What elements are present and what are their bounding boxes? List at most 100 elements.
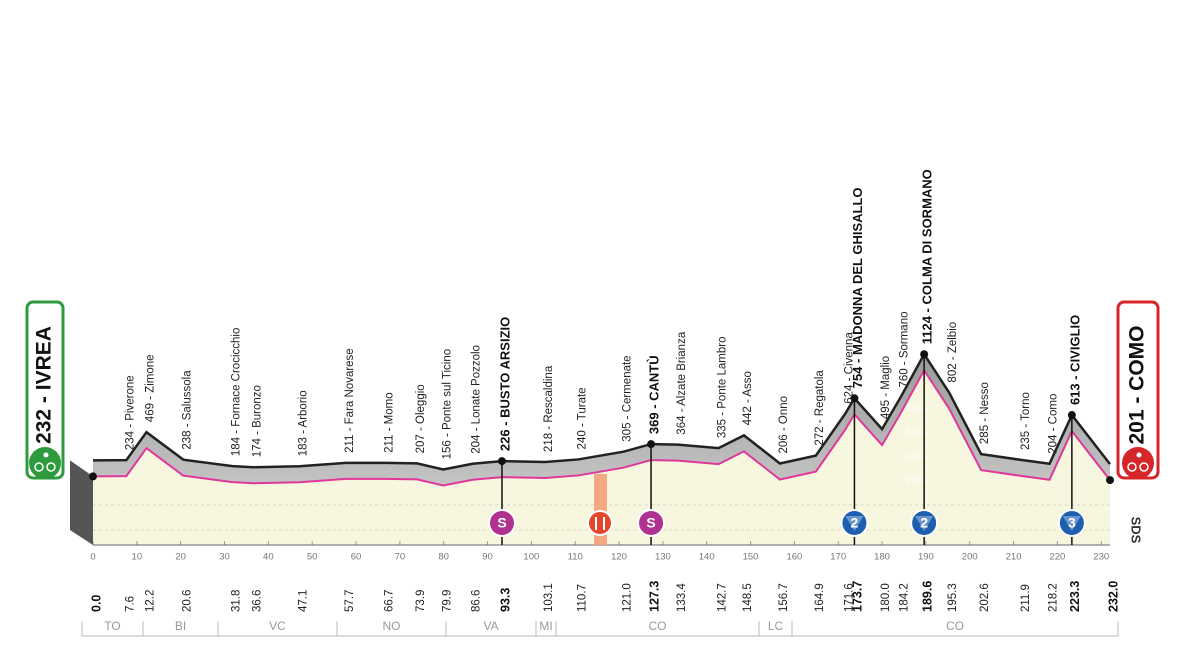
x-tick-label: 0 — [90, 552, 95, 563]
km-label: 0.0 — [89, 595, 103, 612]
place-label: 235 - Torno — [1020, 392, 1032, 450]
km-label: 218.2 — [1048, 583, 1060, 612]
profile-wall — [70, 460, 93, 545]
place-label: 754 - MADONNA DEL GHISALLO — [850, 187, 865, 388]
climb-marker — [840, 509, 869, 537]
place-label: 226 - BUSTO ARSIZIO — [497, 317, 512, 451]
km-label: 180.0 — [880, 583, 892, 612]
place-label: 442 - Asso — [742, 371, 754, 425]
finish-icon — [1122, 447, 1154, 479]
place-label: 624 - Civenna — [843, 332, 855, 404]
km-label: 121.0 — [621, 583, 633, 612]
place-label: 369 - CANTÙ — [646, 355, 661, 434]
km-label: 189.6 — [920, 581, 934, 612]
km-label: 133.4 — [676, 583, 688, 612]
x-tick-label: 100 — [523, 552, 539, 563]
region-label: CO — [946, 619, 964, 633]
place-label: 364 - Alzate Brianza — [676, 331, 688, 435]
finish-label: 201 - COMO — [1126, 325, 1149, 444]
x-tick-label: 210 — [1006, 552, 1022, 563]
finish-dot — [1106, 476, 1114, 485]
y-tick-label: 200 — [906, 475, 922, 486]
km-label: 57.7 — [344, 590, 356, 612]
bike-wheel — [34, 462, 44, 472]
x-tick-label: 190 — [918, 552, 934, 563]
x-tick-label: 70 — [395, 552, 406, 563]
place-label: 211 - Momo — [383, 392, 395, 453]
place-label: 206 - Onno — [778, 396, 790, 454]
marker-label: 2 — [920, 515, 928, 531]
place-label: 204 - Como — [1048, 394, 1060, 454]
rider-head — [1136, 452, 1142, 458]
x-tick-label: 180 — [874, 552, 890, 563]
km-label: 36.6 — [251, 590, 263, 612]
marker-label: 3 — [1068, 515, 1076, 531]
km-label: 173.7 — [851, 581, 865, 612]
x-tick-label: 220 — [1049, 552, 1065, 563]
km-label: 211.9 — [1020, 584, 1032, 612]
km-label: 171.6 — [843, 583, 855, 612]
x-tick-label: 160 — [786, 552, 802, 563]
place-label: 305 - Cermenate — [621, 355, 633, 441]
km-label: 156.7 — [778, 583, 790, 612]
region-label: MI — [539, 619, 552, 633]
x-tick-label: 80 — [438, 552, 449, 563]
x-tick-label: 230 — [1093, 552, 1109, 563]
km-label: 79.9 — [441, 590, 453, 612]
km-label: 148.5 — [742, 583, 754, 612]
marker-label: 2 — [851, 515, 859, 531]
place-label: 184 - Fornace Crocicchio — [230, 328, 242, 456]
km-label: 223.3 — [1068, 581, 1082, 612]
km-label: 127.3 — [647, 581, 661, 612]
x-tick-label: 170 — [830, 552, 846, 563]
sprint-marker — [637, 509, 666, 537]
region-label: NO — [383, 619, 401, 633]
marker-dot — [850, 394, 859, 403]
place-label: 238 - Salussola — [181, 370, 193, 450]
km-label: 142.7 — [717, 583, 729, 612]
region-label: LC — [768, 619, 784, 633]
y-tick-label: 600 — [906, 427, 922, 438]
bike-wheel — [1139, 462, 1149, 472]
region-label: TO — [104, 619, 120, 633]
x-tick-label: 130 — [655, 552, 671, 563]
km-label: 66.7 — [383, 590, 395, 612]
profile-body — [93, 370, 1110, 545]
region-label: VC — [269, 619, 286, 633]
km-label: 110.7 — [576, 584, 588, 612]
x-tick-label: 60 — [351, 552, 362, 563]
place-label: 1124 - COLMA DI SORMANO — [920, 169, 935, 344]
rider-head — [43, 452, 49, 458]
region-label: BI — [175, 619, 186, 633]
place-label: 335 - Ponte Lambro — [717, 336, 729, 438]
sprint-marker — [487, 509, 516, 537]
climb-marker — [910, 509, 939, 537]
x-tick-label: 110 — [568, 552, 583, 563]
start-dot — [89, 472, 97, 481]
x-tick-label: 150 — [743, 552, 759, 563]
place-label: 207 - Oleggio — [415, 384, 427, 453]
profile-face — [93, 354, 1110, 486]
marker-dot — [497, 457, 506, 466]
x-tick-label: 40 — [263, 552, 274, 563]
region-label: CO — [649, 619, 667, 633]
profile-layer: 0 10 20 30 40 50 60 70 80 90 100 110 120 130 140 150 160… — [70, 351, 1111, 563]
km-label: 195.3 — [947, 583, 959, 612]
km-label: 202.6 — [979, 583, 991, 612]
start-icon — [29, 447, 61, 479]
place-label: 174 - Buronzo — [251, 385, 263, 457]
km-label: 31.8 — [230, 590, 242, 612]
place-label: 495 - Maglio — [880, 356, 892, 419]
x-tick-label: 30 — [219, 552, 230, 563]
place-label: 156 - Ponte sul Ticino — [441, 349, 453, 460]
place-label: 204 - Lonate Pozzolo — [471, 345, 483, 454]
place-label: 285 - Nesso — [979, 382, 991, 444]
climb-triangle — [845, 516, 864, 531]
marker-label: S — [497, 515, 506, 531]
x-tick-label: 90 — [482, 552, 493, 563]
place-label: 760 - Sormano — [898, 311, 910, 387]
feed-icon — [587, 510, 613, 536]
marker-dot — [920, 350, 929, 359]
marker-dot — [1067, 411, 1076, 420]
